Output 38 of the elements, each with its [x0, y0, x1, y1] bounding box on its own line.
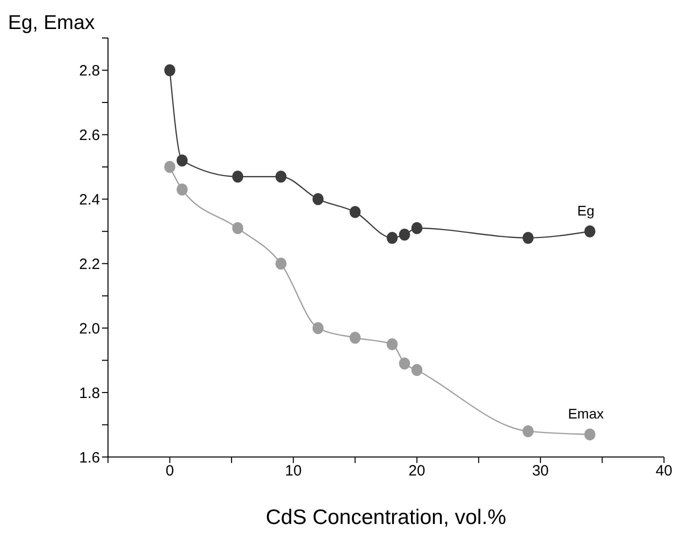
- y-tick-label: 1.6: [79, 449, 100, 466]
- point: [232, 222, 244, 234]
- point: [411, 364, 422, 376]
- x-axis-title: CdS Concentration, vol.%: [266, 506, 506, 529]
- point: [312, 322, 324, 334]
- point: [386, 338, 398, 350]
- point: [584, 225, 596, 238]
- y-axis-title: Eg, Emax: [8, 12, 95, 35]
- point: [350, 206, 361, 218]
- point: [176, 154, 188, 166]
- point: [164, 64, 176, 76]
- x-tick-label: 20: [408, 462, 426, 480]
- point: [164, 160, 176, 173]
- y-tick-label: 2.0: [79, 320, 100, 338]
- series-label: Emax: [568, 405, 604, 422]
- point: [522, 425, 534, 438]
- point: [386, 232, 398, 244]
- point: [411, 222, 422, 234]
- point: [399, 358, 410, 370]
- point: [275, 170, 286, 183]
- y-tick-label: 1.8: [79, 384, 100, 402]
- x-tick-label: 10: [284, 462, 302, 480]
- y-tick-label: 2.2: [79, 256, 100, 273]
- point: [232, 170, 244, 183]
- point: [399, 228, 410, 241]
- point: [312, 193, 324, 206]
- point: [584, 428, 596, 440]
- y-tick-label: 2.8: [79, 62, 100, 80]
- y-tick-label: 2.4: [79, 191, 100, 208]
- x-tick-label: 40: [656, 462, 672, 480]
- point: [176, 183, 188, 196]
- point: [522, 232, 534, 244]
- x-tick-label: 0: [166, 462, 174, 480]
- series-label: Eg: [577, 202, 594, 218]
- point: [350, 332, 361, 344]
- point: [275, 258, 286, 270]
- x-tick-label: 30: [532, 462, 549, 480]
- y-tick-label: 2.6: [79, 127, 100, 144]
